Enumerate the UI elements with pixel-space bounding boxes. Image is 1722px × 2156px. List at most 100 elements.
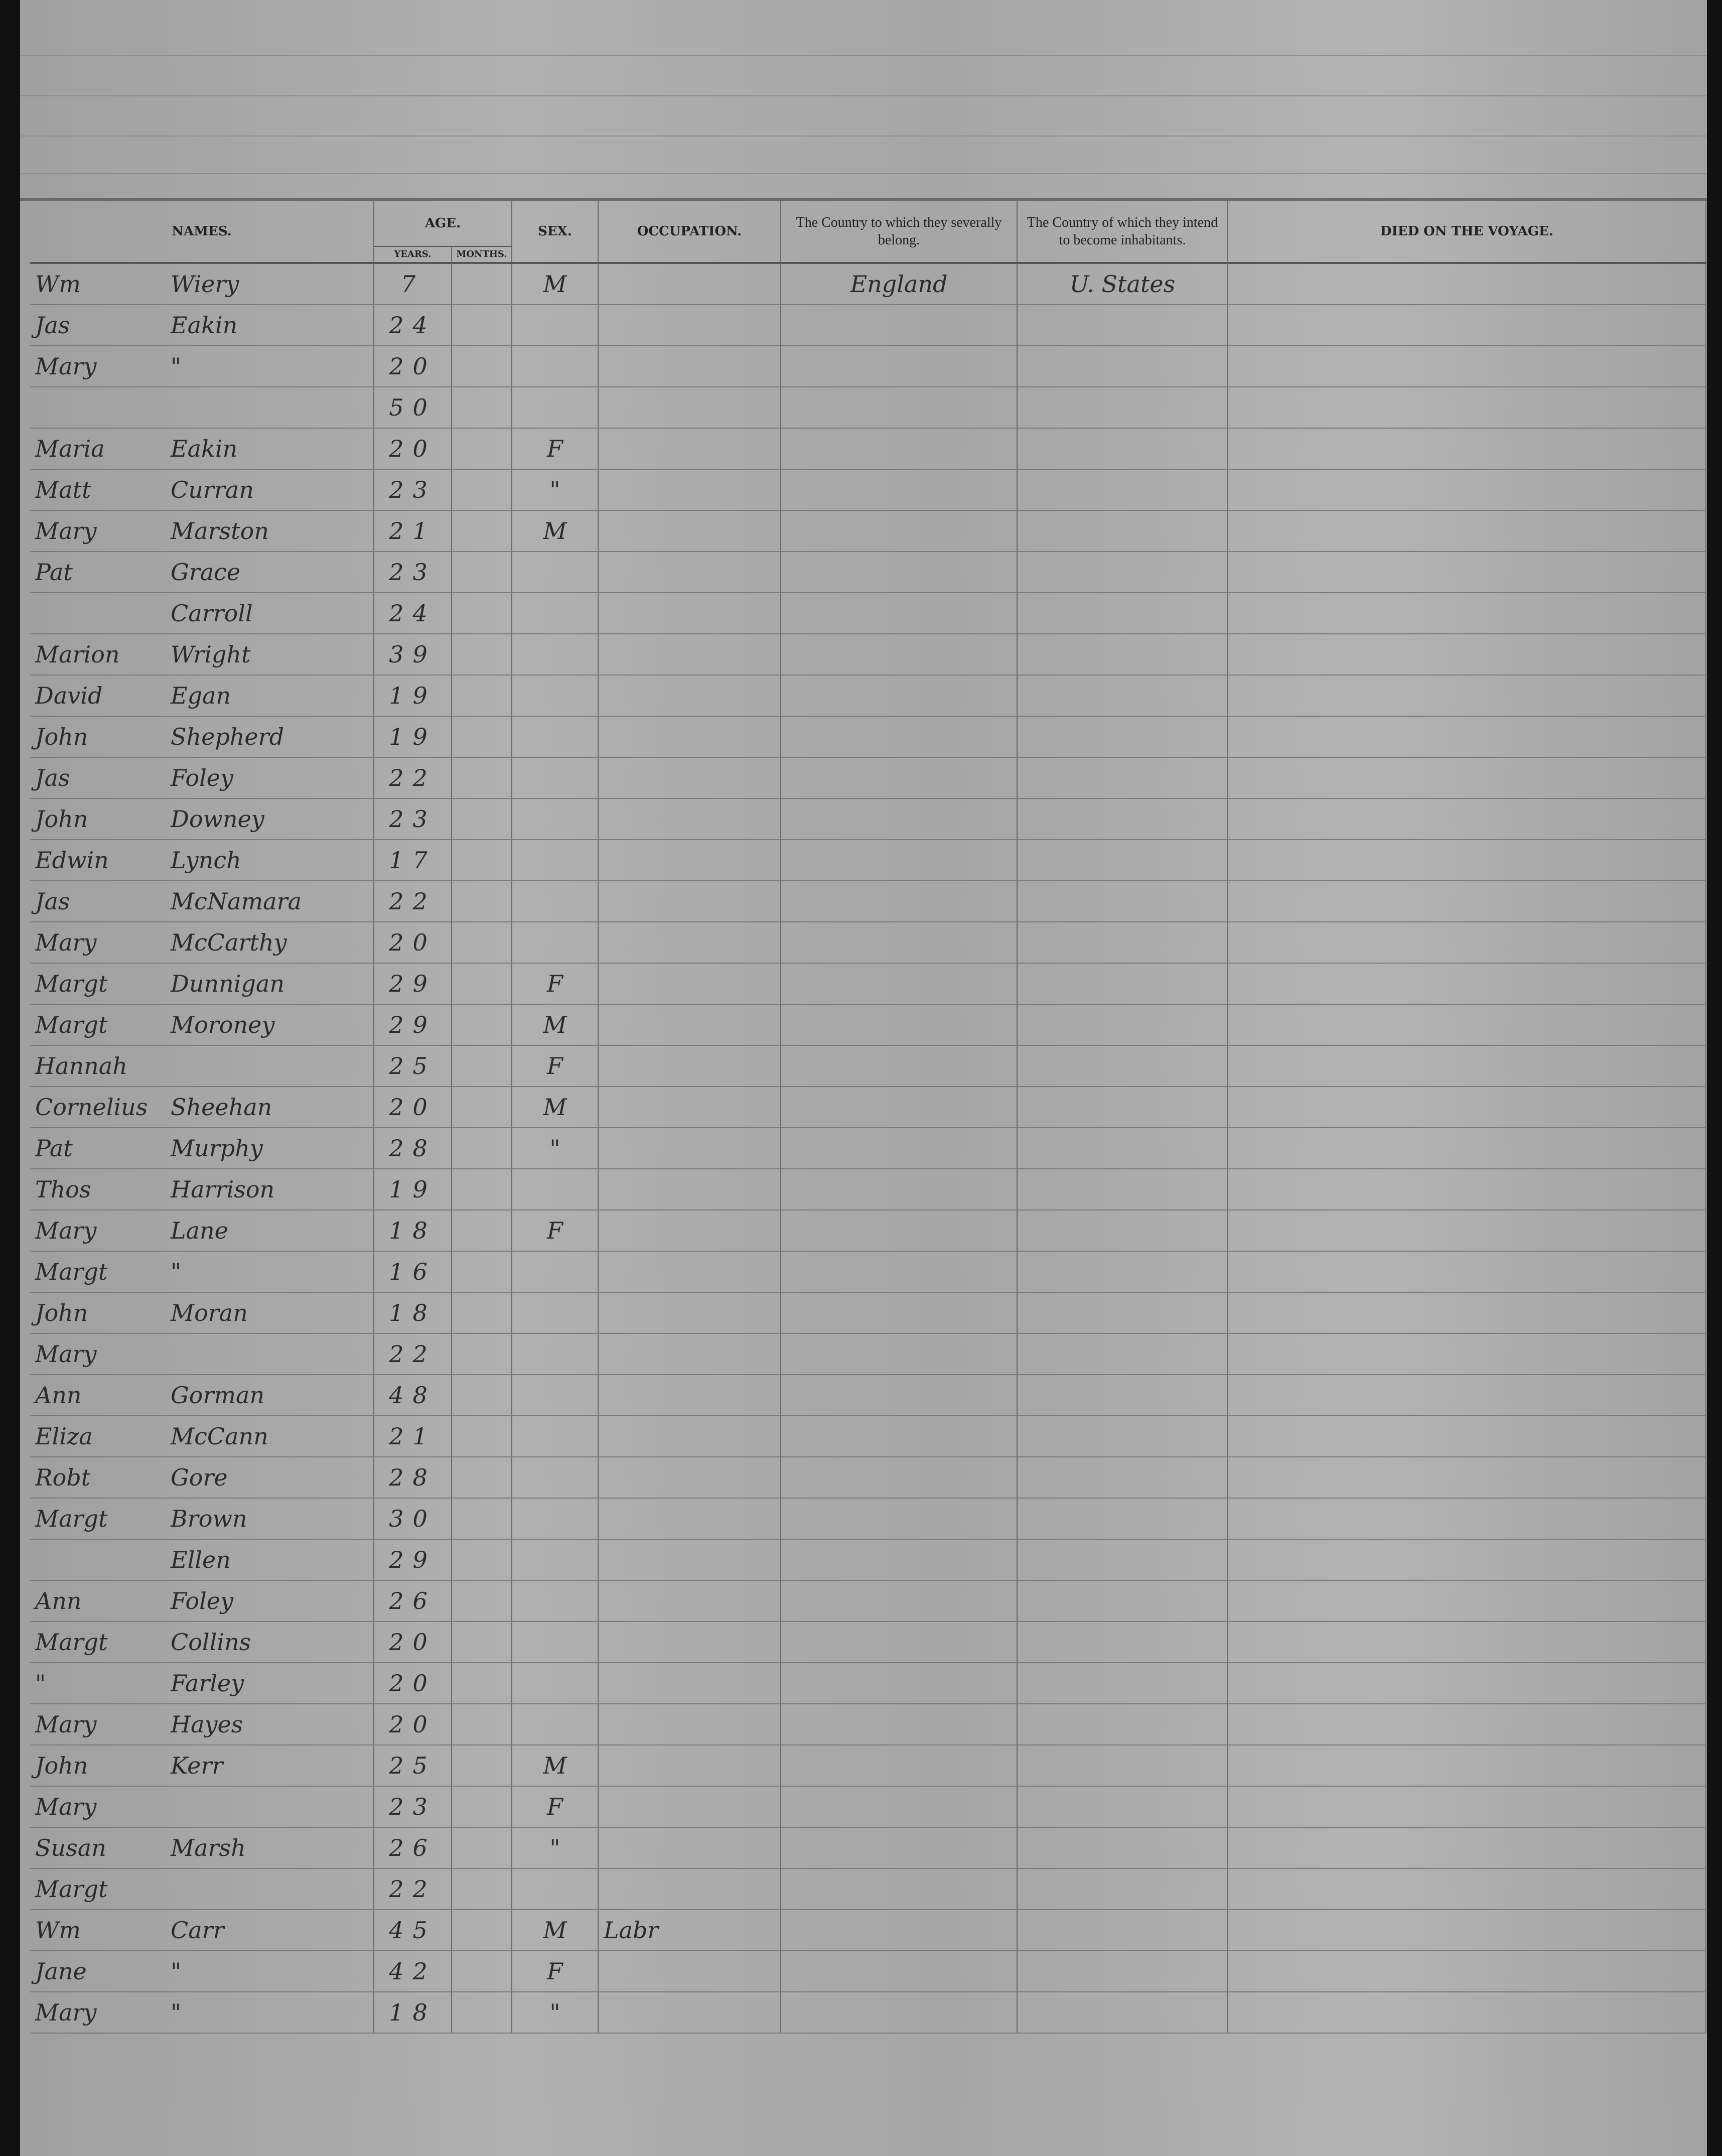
last-name: Marsh: [171, 1834, 246, 1861]
last-name: Harrison: [171, 1176, 275, 1203]
sex-cell: [512, 1663, 599, 1704]
first-name: Cornelius: [35, 1094, 148, 1121]
first-name: Pat: [35, 559, 73, 586]
country-inhabit-cell: [1017, 1498, 1228, 1540]
country-inhabit-cell: [1017, 346, 1228, 387]
country-inhabit-cell: [1017, 1663, 1228, 1704]
age-years-cell: 45: [374, 1910, 452, 1951]
name-cell: Ann Gorman: [30, 1375, 374, 1416]
last-name: Gorman: [171, 1382, 265, 1409]
occupation-cell: [598, 798, 781, 840]
name-cell: Mary ": [30, 1992, 374, 2034]
table-row: Eliza McCann 21: [30, 1416, 1706, 1457]
country-belong-cell: [781, 963, 1018, 1005]
table-row: Margt Brown 30: [30, 1498, 1706, 1540]
first-name: Eliza: [35, 1423, 93, 1450]
age-months-cell: [452, 675, 512, 717]
occupation-cell: [598, 1992, 781, 2034]
died-cell: [1228, 1539, 1706, 1581]
died-cell: [1228, 1910, 1706, 1951]
age-years-cell: 19: [374, 1169, 452, 1210]
last-name: Moroney: [171, 1011, 275, 1038]
country-inhabit-cell: [1017, 305, 1228, 346]
table-row: Mary Lane 18 F: [30, 1210, 1706, 1252]
first-name: Jas: [35, 764, 70, 791]
last-name: ": [171, 353, 182, 380]
age-years-cell: 20: [374, 1704, 452, 1745]
table-row: Wm Carr 45 M Labr: [30, 1910, 1706, 1951]
table-row: 50: [30, 387, 1706, 429]
header-top-rule: [20, 198, 1707, 201]
age-years-cell: 25: [374, 1045, 452, 1087]
died-cell: [1228, 757, 1706, 799]
occupation-cell: [598, 428, 781, 470]
table-row: Jas Foley 22: [30, 757, 1706, 799]
died-cell: [1228, 1827, 1706, 1869]
name-cell: Mary ": [30, 346, 374, 387]
country-belong-cell: [781, 1210, 1018, 1252]
sex-cell: [512, 346, 599, 387]
country-inhabit-cell: [1017, 1539, 1228, 1581]
country-inhabit-cell: [1017, 634, 1228, 676]
last-name: Shepherd: [171, 723, 284, 750]
died-cell: [1228, 1622, 1706, 1663]
country-belong-cell: [781, 552, 1018, 593]
country-belong-cell: [781, 469, 1018, 511]
age-years-cell: 50: [374, 387, 452, 429]
age-years-cell: 29: [374, 1539, 452, 1581]
first-name: Jas: [35, 888, 70, 915]
age-years-cell: 23: [374, 552, 452, 593]
sex-cell: [512, 1416, 599, 1457]
age-months-cell: [452, 510, 512, 552]
age-years-cell: 18: [374, 1210, 452, 1252]
passenger-table: NAMES. AGE. SEX. OCCUPATION. The Country…: [30, 201, 1706, 2034]
last-name: Gore: [171, 1464, 228, 1491]
country-belong-cell: England: [781, 263, 1018, 305]
last-name: Murphy: [171, 1135, 263, 1162]
occupation-cell: [598, 1416, 781, 1457]
last-name: Grace: [171, 559, 241, 586]
ruled-line: [20, 95, 1707, 96]
age-years-cell: 20: [374, 428, 452, 470]
occupation-cell: [598, 1333, 781, 1375]
died-cell: [1228, 1045, 1706, 1087]
sex-cell: M: [512, 263, 599, 305]
age-months-cell: [452, 1045, 512, 1087]
died-cell: [1228, 469, 1706, 511]
country-inhabit-cell: U. States: [1017, 263, 1228, 305]
country-belong-cell: [781, 1375, 1018, 1416]
occupation-cell: [598, 675, 781, 717]
country-inhabit-cell: [1017, 1416, 1228, 1457]
sex-cell: [512, 922, 599, 964]
sex-cell: [512, 1622, 599, 1663]
header-months: MONTHS.: [452, 246, 512, 264]
occupation-cell: [598, 840, 781, 881]
occupation-cell: [598, 881, 781, 922]
sex-cell: [512, 1292, 599, 1334]
last-name: Collins: [171, 1629, 251, 1656]
sex-cell: F: [512, 1951, 599, 1992]
last-name: Ellen: [171, 1546, 231, 1573]
name-cell: Pat Murphy: [30, 1128, 374, 1169]
country-belong-cell: [781, 1622, 1018, 1663]
age-years-cell: 20: [374, 1663, 452, 1704]
name-cell: Susan Marsh: [30, 1827, 374, 1869]
occupation-cell: [598, 1868, 781, 1910]
first-name: Margt: [35, 1629, 108, 1656]
sex-cell: F: [512, 963, 599, 1005]
died-cell: [1228, 1745, 1706, 1787]
sex-cell: [512, 1169, 599, 1210]
country-belong-cell: [781, 1045, 1018, 1087]
age-months-cell: [452, 1539, 512, 1581]
table-row: Mary " 20: [30, 346, 1706, 387]
first-name: Marion: [35, 641, 120, 668]
occupation-cell: [598, 1457, 781, 1499]
died-cell: [1228, 716, 1706, 758]
first-name: Jane: [35, 1958, 87, 1985]
sex-cell: [512, 305, 599, 346]
name-cell: Maria Eakin: [30, 428, 374, 470]
country-belong-cell: [781, 1745, 1018, 1787]
country-inhabit-cell: [1017, 1580, 1228, 1622]
age-years-cell: 26: [374, 1827, 452, 1869]
table-row: " Farley 20: [30, 1663, 1706, 1704]
